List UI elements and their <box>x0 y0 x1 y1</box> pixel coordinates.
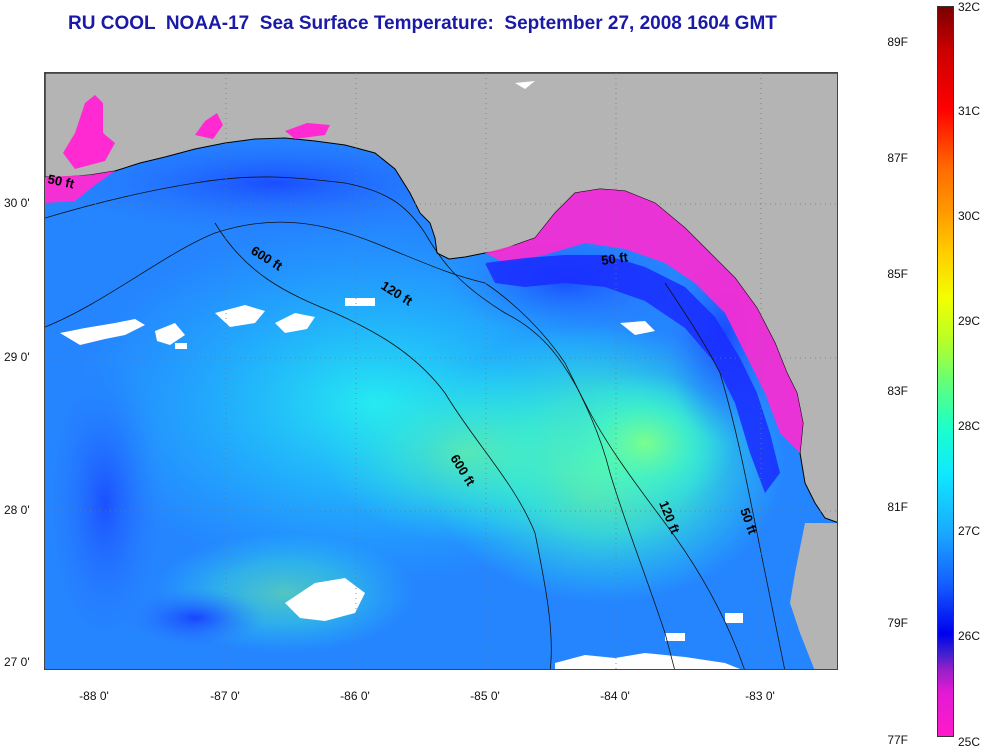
colorbar-fahrenheit-label: 79F <box>887 616 908 630</box>
colorbar-fahrenheit-label: 81F <box>887 500 908 514</box>
lat-label: 29 0' <box>4 350 30 364</box>
contour-label: 50 ft <box>600 249 629 268</box>
colorbar-fahrenheit-label: 83F <box>887 384 908 398</box>
lon-label: -84 0' <box>600 689 630 703</box>
colorbar-celsius-label: 27C <box>958 524 981 538</box>
colorbar-celsius-label: 26C <box>958 629 981 643</box>
coastal-cool-water <box>45 171 115 203</box>
colorbar-celsius-label: 32C <box>958 0 981 14</box>
sst-patch <box>125 588 265 648</box>
sst-patch <box>45 353 165 653</box>
lon-label: -88 0' <box>79 689 109 703</box>
land-mass <box>790 523 837 669</box>
lat-label: 28 0' <box>4 503 30 517</box>
bay <box>195 113 223 139</box>
lon-label: -83 0' <box>745 689 775 703</box>
sst-patch <box>325 363 605 543</box>
colorbar-celsius-label: 31C <box>958 104 981 118</box>
coastal-cool-water <box>485 189 803 453</box>
cloud-cover <box>60 81 743 669</box>
lon-label: -87 0' <box>210 689 240 703</box>
colorbar-celsius-label: 25C <box>958 735 981 749</box>
lat-label: 30 0' <box>4 196 30 210</box>
depth-contours <box>45 176 785 669</box>
lat-label: 27 0' <box>4 655 30 669</box>
colorbar-celsius-label: 29C <box>958 314 981 328</box>
colorbar-fahrenheit-label: 87F <box>887 151 908 165</box>
bay <box>63 95 115 169</box>
colorbar-celsius-label: 28C <box>958 419 981 433</box>
lon-label: -86 0' <box>340 689 370 703</box>
sst-map[interactable]: 50 ft 600 ft 120 ft 50 ft 600 ft 120 ft … <box>44 72 838 670</box>
colorbar-fahrenheit-label: 77F <box>887 733 908 747</box>
colorbar-fahrenheit-label: 89F <box>887 35 908 49</box>
sst-map-canvas: 50 ft 600 ft 120 ft 50 ft 600 ft 120 ft … <box>45 73 837 669</box>
bay <box>285 123 330 139</box>
coastal-deep-blue <box>485 255 780 493</box>
lon-label: -85 0' <box>470 689 500 703</box>
temperature-colorbar <box>937 6 954 737</box>
colorbar-fahrenheit-label: 85F <box>887 267 908 281</box>
map-title: RU COOL NOAA-17 Sea Surface Temperature:… <box>68 13 777 34</box>
colorbar-celsius-label: 30C <box>958 209 981 223</box>
contour-label: 50 ft <box>46 171 76 191</box>
